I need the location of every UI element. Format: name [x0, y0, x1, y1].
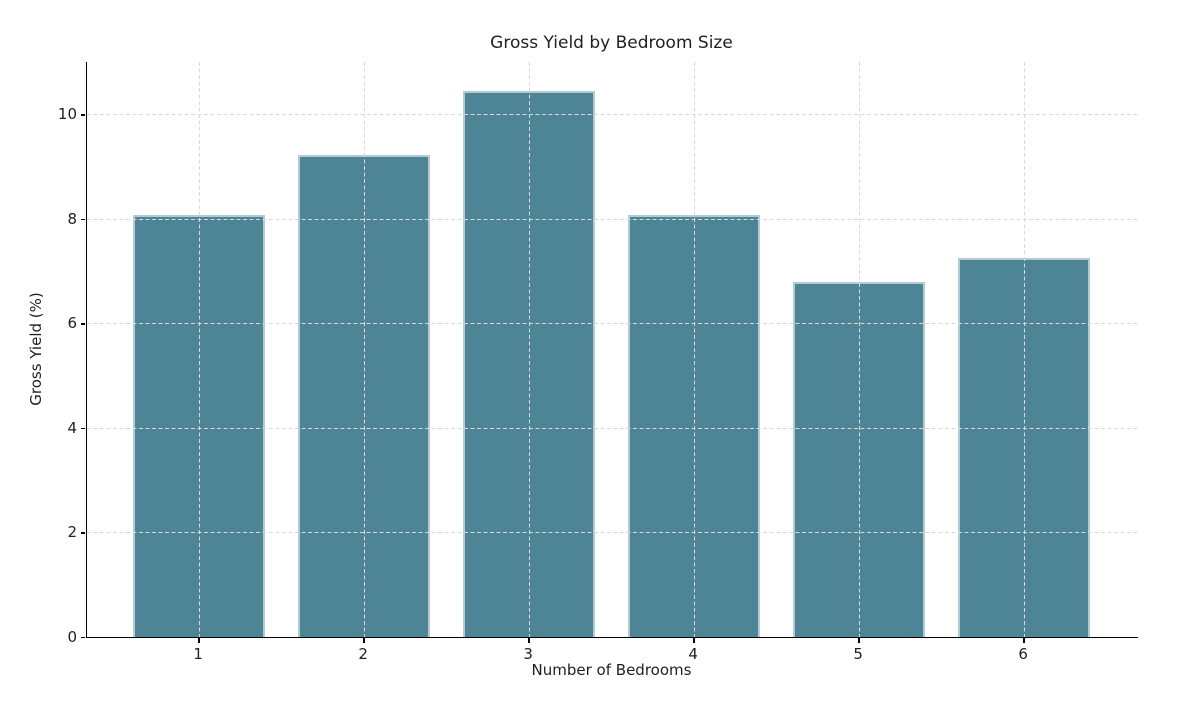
x-tick-label-3: 3 — [523, 645, 533, 663]
y-tick-mark-8 — [80, 218, 85, 221]
x-tick-mark-5 — [858, 638, 860, 643]
plot-area — [86, 62, 1138, 638]
y-tick-label-0: 0 — [67, 628, 77, 646]
y-tick-mark-0 — [80, 637, 85, 639]
x-tick-label-4: 4 — [688, 645, 698, 663]
x-tick-mark-4 — [693, 638, 695, 643]
chart-title: Gross Yield by Bedroom Size — [490, 33, 733, 53]
bar-1-bedrooms — [133, 214, 266, 637]
y-tick-mark-10 — [80, 114, 85, 116]
bars-layer — [87, 62, 1138, 637]
x-tick-label-5: 5 — [853, 645, 863, 663]
x-tick-mark-1 — [198, 638, 200, 643]
x-tick-label-1: 1 — [193, 645, 203, 663]
y-tick-label-4: 4 — [67, 418, 77, 437]
y-tick-mark-6 — [80, 323, 85, 325]
x-axis-label: Number of Bedrooms — [531, 661, 692, 679]
y-tick-label-8: 8 — [67, 209, 77, 228]
x-tick-label-2: 2 — [358, 645, 368, 663]
x-tick-mark-3 — [528, 638, 530, 643]
x-tick-label-6: 6 — [1018, 645, 1028, 663]
bar-3-bedrooms — [463, 90, 596, 637]
y-tick-label-2: 2 — [67, 523, 77, 542]
y-tick-label-6: 6 — [67, 314, 77, 333]
y-tick-label-10: 10 — [57, 105, 77, 124]
y-tick-mark-2 — [80, 532, 85, 534]
x-tick-mark-2 — [363, 638, 365, 643]
bar-5-bedrooms — [793, 281, 926, 637]
y-tick-mark-4 — [80, 427, 85, 430]
x-tick-mark-6 — [1023, 638, 1025, 643]
